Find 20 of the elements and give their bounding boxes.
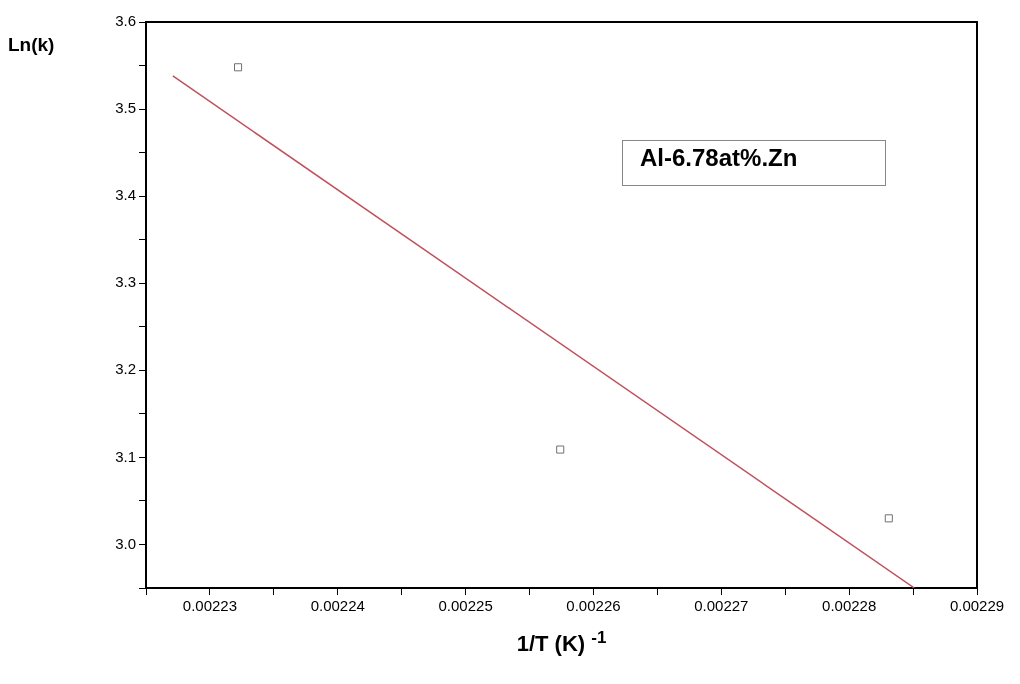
y-tick-label: 3.6 [115, 12, 136, 30]
x-tick-label: 0.00228 [822, 597, 877, 615]
x-tick-label: 0.00225 [438, 597, 493, 615]
y-tick-label: 3.3 [115, 273, 136, 291]
text: 3.0 [115, 534, 136, 552]
y-tick-label: 3.1 [115, 447, 136, 465]
annotation: Al-6.78at%.Zn [640, 144, 798, 172]
x-axis-title: 1/T (K) $^{-1}$ [515, 628, 608, 658]
y-tick-label: 3.5 [115, 99, 136, 117]
x-tick-label: 0.00229 [949, 597, 1005, 615]
point [884, 514, 893, 523]
point [556, 445, 565, 454]
y-tick-label: 3.2 [115, 360, 136, 378]
y-tick-label: 3.4 [115, 186, 136, 204]
point [234, 63, 243, 72]
x-tick-label: 0.00226 [566, 597, 621, 615]
x-tick-label: 0.00227 [694, 597, 749, 615]
x-tick-label: 0.00224 [310, 597, 365, 615]
y-axis-title: Ln(k) [8, 34, 55, 56]
x-tick-label: 0.00223 [182, 597, 238, 615]
